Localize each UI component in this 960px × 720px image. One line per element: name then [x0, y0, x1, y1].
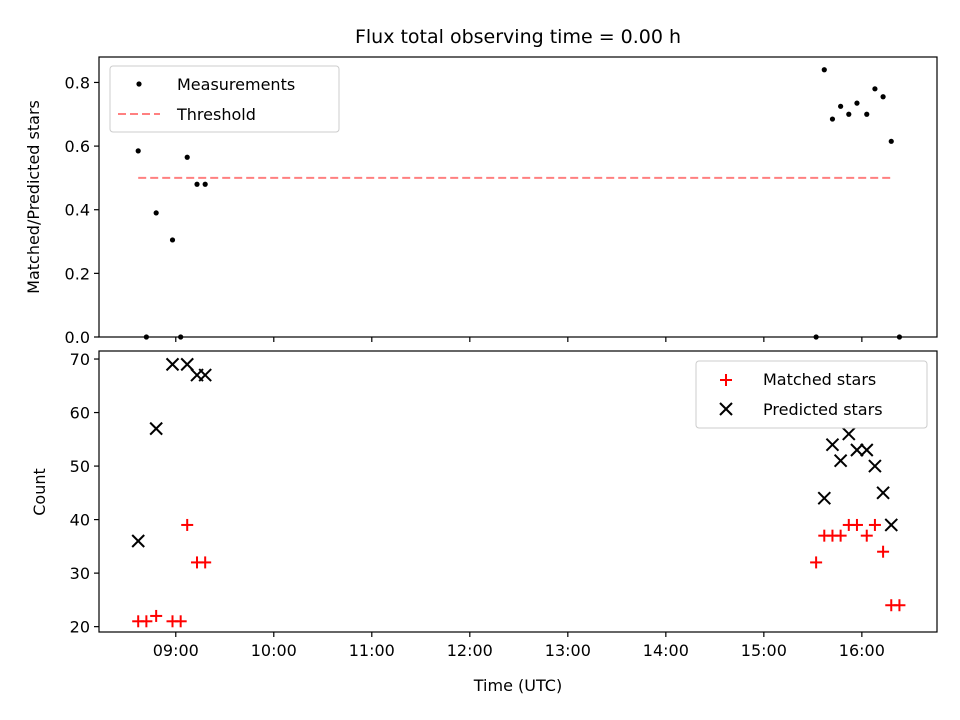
legend-measurements-label: Measurements	[177, 75, 295, 94]
x-tick-label: 15:00	[741, 641, 787, 660]
top-marks	[135, 67, 903, 340]
x-tick-label: 09:00	[153, 641, 199, 660]
matched-point	[174, 615, 187, 628]
legend-matched-label: Matched stars	[763, 370, 876, 389]
predicted-point	[833, 454, 848, 468]
bottom-plot-area	[98, 350, 938, 633]
predicted-point	[165, 357, 180, 372]
x-tick-label: 12:00	[447, 641, 493, 660]
predicted-point	[198, 368, 212, 382]
matched-point	[868, 518, 881, 531]
matched-point	[860, 529, 873, 542]
measurement-point	[143, 334, 149, 340]
top-y-tick-label: 0.4	[65, 201, 90, 220]
bottom-x-axis: 09:00 10:00 11:00 12:00 13:00 14:00 15:00 16:00	[153, 632, 885, 660]
bottom-y-tick-label: 20	[70, 618, 90, 637]
measurement-point	[194, 181, 200, 187]
chart-title: Flux total observing time = 0.00 h	[355, 26, 681, 48]
bottom-y-tick-label: 60	[70, 404, 90, 423]
top-x-axis	[175, 337, 863, 342]
matched-point	[810, 556, 823, 569]
bottom-legend-box	[695, 360, 928, 429]
x-tick-label: 10:00	[251, 641, 297, 660]
predicted-point	[149, 421, 163, 436]
bottom-y-tick-label: 50	[70, 457, 90, 476]
measurement-point	[202, 181, 208, 187]
measurement-point	[169, 237, 176, 243]
x-tick-label: 14:00	[643, 641, 689, 660]
matched-point	[877, 545, 890, 558]
predicted-point	[884, 518, 898, 532]
matched-point	[140, 615, 153, 628]
top-y-axis-label: Matched/Predicted stars	[24, 100, 43, 294]
bottom-y-tick-label: 40	[70, 511, 90, 530]
predicted-point	[860, 443, 874, 457]
measurement-point	[854, 100, 860, 106]
legend-predicted-marker	[719, 402, 733, 416]
top-y-axis: 0.0 0.2 0.4 0.6 0.8	[65, 73, 99, 347]
predicted-point	[131, 534, 145, 548]
predicted-point	[817, 491, 831, 505]
measurement-point	[153, 210, 159, 216]
measurement-point	[880, 94, 886, 100]
measurement-point	[864, 111, 870, 117]
legend-predicted-label: Predicted stars	[763, 400, 883, 419]
legend-threshold-label: Threshold	[176, 105, 256, 124]
legend-matched-marker	[720, 374, 732, 386]
measurement-point	[135, 148, 141, 154]
measurement-point	[846, 111, 852, 117]
x-tick-label: 13:00	[545, 641, 591, 660]
top-panel: 0.00.20.40.60.8 Matched/Predicted stars …	[24, 56, 938, 347]
measurement-point	[896, 334, 903, 340]
top-y-tick-label: 0.2	[65, 264, 90, 283]
bottom-legend: Matched stars Predicted stars	[695, 360, 928, 429]
predicted-point	[876, 486, 890, 500]
bottom-panel: 20 30 40 50 60 70 09:00 10:00 11:00 12:00 13:00 14…	[30, 350, 938, 695]
predicted-point	[850, 443, 864, 457]
measurement-point	[888, 138, 894, 144]
x-axis-label: Time (UTC)	[473, 676, 562, 695]
measurement-point	[872, 86, 878, 92]
top-plot-area	[98, 56, 938, 338]
top-legend-box	[109, 65, 340, 133]
measurement-point	[829, 116, 836, 122]
top-y-tick-label: 0.6	[65, 137, 90, 156]
matched-point	[893, 599, 906, 612]
bottom-y-tick-label: 70	[70, 350, 90, 369]
measurement-point	[178, 334, 184, 340]
measurement-point	[184, 154, 190, 160]
measurement-point	[838, 103, 844, 109]
top-legend: Measurements Threshold	[109, 65, 340, 133]
predicted-point	[842, 427, 856, 441]
top-y-tick-label: 0.0	[65, 328, 90, 347]
legend-measurements-marker	[136, 81, 142, 87]
measurement-point	[813, 334, 819, 340]
predicted-point	[868, 459, 882, 473]
x-tick-label: 16:00	[839, 641, 885, 660]
bottom-y-tick-label: 30	[70, 564, 90, 583]
matched-point	[150, 609, 163, 622]
matched-point	[199, 556, 212, 569]
measurement-point	[821, 67, 827, 73]
x-tick-label: 11:00	[349, 641, 395, 660]
matched-point	[181, 518, 194, 531]
top-y-tick-label: 0.8	[65, 73, 90, 92]
predicted-point	[180, 357, 194, 372]
bottom-y-axis-label: Count	[30, 468, 49, 516]
bottom-marks	[131, 357, 906, 628]
predicted-point	[825, 437, 840, 452]
matched-point	[834, 529, 847, 542]
matched-point	[850, 518, 863, 531]
bottom-y-axis: 20 30 40 50 60 70	[70, 350, 99, 637]
